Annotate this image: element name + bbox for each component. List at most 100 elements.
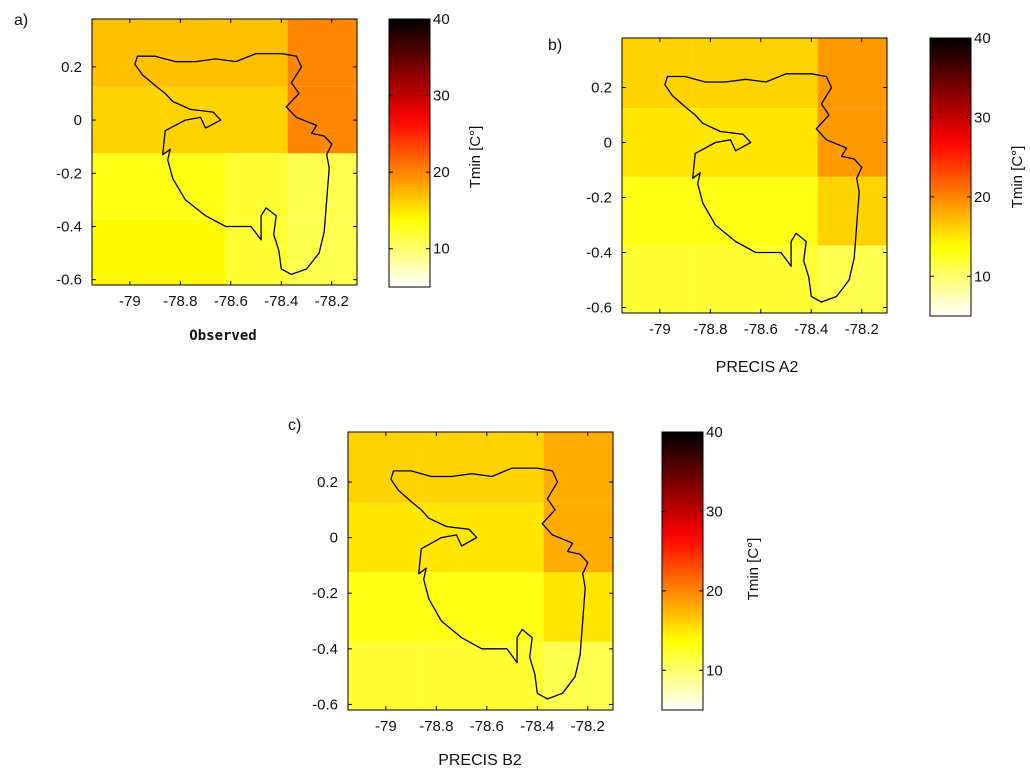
y-tick-label: 0 bbox=[74, 112, 82, 129]
heatmap-cells bbox=[348, 432, 613, 710]
heatmap-cells bbox=[92, 19, 357, 285]
colorbar-tick-label: 20 bbox=[706, 583, 723, 600]
colorbar-label-a: Tmin [C°] bbox=[467, 126, 484, 189]
y-tick-label: -0.4 bbox=[312, 641, 338, 658]
heatmap-cell bbox=[348, 572, 418, 642]
heatmap-c: -79 -78.8 -78.6 -78.4 -78.2 0.2 0 -0.2 -0.4 -0.6 1… bbox=[312, 424, 723, 735]
panel-label-a: a) bbox=[14, 12, 28, 29]
x-axis-label-b: PRECIS A2 bbox=[716, 359, 799, 376]
colorbar-tick-label: 40 bbox=[706, 424, 723, 441]
heatmap-cell bbox=[224, 86, 288, 154]
colorbar-tick-label: 40 bbox=[433, 11, 450, 28]
heatmap-cell bbox=[287, 86, 357, 154]
x-tick-label: -79 bbox=[375, 718, 397, 735]
heatmap-cell bbox=[417, 432, 481, 503]
chart-panel-a: a) -79 -78.8 -78.6 -78.4 -78.2 0.2 0 -0.2 -0.4 -0… bbox=[14, 11, 484, 344]
region-outline bbox=[134, 52, 333, 276]
x-tick-label: -78.6 bbox=[214, 293, 248, 310]
x-tick-label: -78.4 bbox=[520, 718, 554, 735]
x-tick-label: -78.8 bbox=[163, 293, 197, 310]
plot-frame bbox=[347, 431, 614, 711]
heatmap-cell bbox=[480, 432, 544, 503]
heatmap-cell bbox=[348, 641, 418, 710]
x-tick-label: -78.8 bbox=[419, 718, 453, 735]
heatmap-a: -79 -78.8 -78.6 -78.4 -78.2 0.2 0 -0.2 -0.4 -0.6 1… bbox=[56, 11, 450, 310]
y-tick-label: -0.2 bbox=[56, 165, 82, 182]
y-tick-label: 0 bbox=[604, 135, 612, 152]
heatmap-cell bbox=[691, 245, 755, 313]
heatmap-cell bbox=[622, 176, 692, 246]
x-tick-label: -78.2 bbox=[571, 718, 605, 735]
heatmap-cell bbox=[817, 245, 887, 313]
colorbar-label-b: Tmin [C°] bbox=[1009, 146, 1026, 209]
x-tick-label: -78.6 bbox=[744, 321, 778, 338]
colorbar-tick-label: 10 bbox=[706, 662, 723, 679]
heatmap-cell bbox=[161, 219, 225, 285]
heatmap-cell bbox=[817, 38, 887, 109]
x-tick-label: -78.4 bbox=[264, 293, 298, 310]
plot-frame bbox=[91, 18, 358, 286]
heatmap-cell bbox=[161, 86, 225, 154]
heatmap-cell bbox=[287, 153, 357, 220]
heatmap-cell bbox=[92, 19, 162, 87]
heatmap-cell bbox=[287, 19, 357, 87]
panel-label-c: c) bbox=[288, 417, 301, 434]
heatmap-b: -79 -78.8 -78.6 -78.4 -78.2 0.2 0 -0.2 -0.4 -0.6 1… bbox=[586, 30, 991, 338]
x-tick-label: -79 bbox=[649, 321, 671, 338]
heatmap-cell bbox=[817, 108, 887, 177]
heatmap-cell bbox=[543, 641, 613, 710]
heatmap-cell bbox=[480, 641, 544, 710]
heatmap-cell bbox=[622, 245, 692, 313]
heatmap-cell bbox=[622, 38, 692, 109]
heatmap-cell bbox=[543, 432, 613, 503]
heatmap-cell bbox=[417, 502, 481, 573]
heatmap-cell bbox=[224, 153, 288, 220]
heatmap-cell bbox=[691, 38, 755, 109]
y-tick-label: -0.6 bbox=[586, 300, 612, 317]
heatmap-cell bbox=[348, 432, 418, 503]
colorbar-tick-label: 10 bbox=[974, 268, 991, 285]
y-tick-label: -0.4 bbox=[586, 245, 612, 262]
y-tick-label: 0 bbox=[330, 530, 338, 547]
colorbar-tick-label: 30 bbox=[706, 503, 723, 520]
x-axis-label-c: PRECIS B2 bbox=[438, 752, 522, 769]
x-tick-label: -78.6 bbox=[470, 718, 504, 735]
heatmap-cell bbox=[691, 108, 755, 177]
x-axis-label-a: Observed bbox=[189, 328, 256, 344]
heatmap-cell bbox=[287, 219, 357, 285]
heatmap-cell bbox=[691, 176, 755, 246]
heatmap-cell bbox=[417, 572, 481, 642]
colorbar-label-c: Tmin [C°] bbox=[745, 538, 762, 601]
x-tick-label: -78.2 bbox=[315, 293, 349, 310]
y-tick-label: -0.4 bbox=[56, 218, 82, 235]
heatmap-cell bbox=[224, 19, 288, 87]
heatmap-cell bbox=[92, 219, 162, 285]
x-tick-label: -79 bbox=[119, 293, 141, 310]
heatmap-cell bbox=[754, 38, 818, 109]
y-tick-label: 0.2 bbox=[591, 80, 612, 97]
heatmap-cell bbox=[92, 86, 162, 154]
heatmap-cell bbox=[543, 502, 613, 573]
y-tick-label: -0.6 bbox=[56, 272, 82, 289]
chart-panel-c: c) -79 -78.8 -78.6 -78.4 -78.2 0.2 0 -0.2 -0.4 -0… bbox=[288, 417, 762, 769]
heatmap-cell bbox=[92, 153, 162, 220]
y-tick-label: -0.2 bbox=[586, 190, 612, 207]
chart-panel-b: b) -79 -78.8 -78.6 -78.4 -78.2 0.2 0 -0.2 -0.4 -0… bbox=[548, 30, 1026, 376]
x-tick-label: -78.4 bbox=[794, 321, 828, 338]
region-outline bbox=[664, 73, 863, 303]
heatmap-cell bbox=[754, 108, 818, 177]
heatmap-cell bbox=[480, 572, 544, 642]
plot-frame bbox=[621, 37, 888, 314]
colorbar-tick-label: 10 bbox=[433, 241, 450, 258]
colorbar-tick-label: 30 bbox=[974, 109, 991, 126]
x-tick-label: -78.2 bbox=[845, 321, 879, 338]
heatmap-cell bbox=[622, 108, 692, 177]
heatmap-cell bbox=[161, 153, 225, 220]
x-tick-label: -78.8 bbox=[693, 321, 727, 338]
panel-label-b: b) bbox=[548, 37, 562, 54]
y-tick-label: 0.2 bbox=[317, 474, 338, 491]
y-tick-label: -0.2 bbox=[312, 585, 338, 602]
heatmap-cell bbox=[224, 219, 288, 285]
heatmap-cells bbox=[622, 38, 887, 313]
